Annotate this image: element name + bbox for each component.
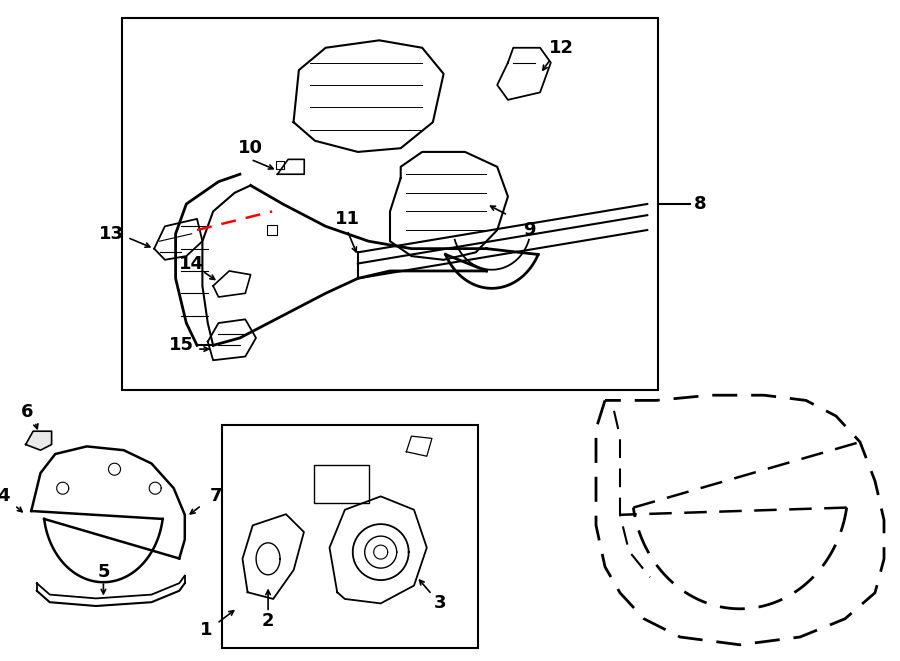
Text: 1: 1 (201, 621, 213, 639)
Text: 3: 3 (434, 594, 446, 612)
Text: 15: 15 (168, 336, 194, 354)
Text: 12: 12 (549, 39, 574, 57)
Text: 7: 7 (210, 486, 222, 505)
Bar (276, 161, 284, 169)
Bar (267, 225, 277, 235)
Bar (314, 465, 369, 503)
Text: 4: 4 (0, 486, 10, 505)
Text: 14: 14 (179, 254, 204, 272)
Text: 2: 2 (262, 612, 274, 630)
Text: 10: 10 (238, 139, 263, 157)
Text: 9: 9 (523, 221, 536, 239)
Text: 8: 8 (694, 195, 706, 213)
Text: 5: 5 (97, 563, 110, 581)
Bar (222, 425, 478, 648)
Text: 6: 6 (22, 403, 34, 421)
Text: 11: 11 (335, 210, 360, 228)
Bar (122, 18, 658, 390)
Polygon shape (26, 431, 51, 450)
Text: 13: 13 (99, 225, 124, 243)
